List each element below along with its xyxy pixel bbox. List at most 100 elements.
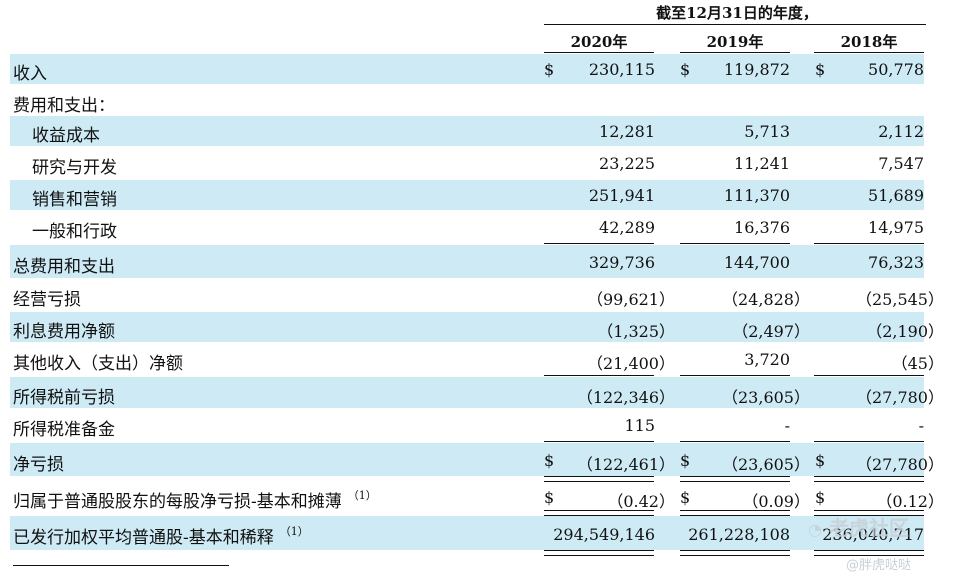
value-2018: 236,040,717: [822, 525, 924, 544]
row-label: 一般和行政: [32, 222, 117, 242]
value-2020: 230,115: [588, 60, 655, 79]
row-label: 利息费用净额: [13, 322, 115, 342]
total-double-rule: [814, 476, 924, 482]
subtotal-rule: [544, 375, 654, 376]
value-2019: （24,828）: [722, 290, 810, 309]
value-2020: 329,736: [588, 253, 655, 272]
row-label-text: 已发行加权平均普通股-基本和稀释: [13, 528, 274, 548]
value-2020: （122,346）: [576, 388, 675, 407]
table-row: 已发行加权平均普通股-基本和稀释 （1） 294,549,146 261,228,…: [10, 516, 924, 550]
dollar-sign: $: [544, 488, 555, 507]
value-2018: （27,780）: [856, 388, 944, 407]
row-label: 经营亏损: [13, 290, 81, 310]
value-2018: 2,112: [878, 122, 924, 141]
subtotal-rule: [814, 441, 924, 442]
total-double-rule: [544, 510, 654, 516]
tiger-logo-icon: ◔: [808, 520, 822, 539]
subtotal-rule: [814, 243, 924, 244]
value-2020: 23,225: [599, 154, 655, 173]
row-label: 费用和支出：: [13, 96, 115, 116]
value-2018: 7,547: [878, 154, 924, 173]
row-label: 所得税准备金: [13, 420, 115, 440]
value-2018: 50,778: [868, 60, 924, 79]
value-2018: （2,190）: [866, 322, 944, 341]
total-double-rule: [680, 476, 790, 482]
table-row: 销售和营销 251,941 111,370 51,689: [10, 180, 924, 210]
value-2018: （45）: [891, 354, 944, 373]
value-2019: 3,720: [744, 350, 790, 369]
year-header-2018: 2018年: [840, 33, 898, 51]
row-label: 已发行加权平均普通股-基本和稀释 （1）: [13, 523, 309, 548]
subtotal-rule: [680, 375, 790, 376]
value-2019: （2,497）: [732, 322, 810, 341]
table-row: 所得税前亏损 （122,346） （23,605） （27,780）: [10, 377, 944, 408]
value-2019: 11,241: [734, 154, 790, 173]
value-2020: （0.42）: [607, 492, 675, 511]
subtotal-rule: [544, 243, 654, 244]
table-row: 所得税准备金 115 - -: [10, 410, 924, 440]
value-2019: -: [784, 416, 790, 435]
total-double-rule: [544, 476, 654, 482]
row-label: 所得税前亏损: [13, 388, 115, 408]
dollar-sign: $: [680, 60, 691, 79]
table-row: 一般和行政 42,289 16,376 14,975: [10, 212, 924, 242]
row-label: 净亏损: [13, 455, 64, 475]
dollar-sign: $: [544, 451, 555, 470]
value-2018: 51,689: [868, 186, 924, 205]
watermark-author: @胖虎哒哒: [846, 558, 912, 573]
dollar-sign: $: [815, 60, 826, 79]
subtotal-rule: [814, 375, 924, 376]
value-2020: 294,549,146: [553, 525, 655, 544]
value-2020: （99,621）: [587, 290, 675, 309]
value-2020: （21,400）: [587, 354, 675, 373]
value-2018: 76,323: [868, 253, 924, 272]
dollar-sign: $: [680, 488, 691, 507]
subtotal-rule: [680, 441, 790, 442]
table-row: 费用和支出：: [10, 85, 924, 116]
value-2020: （122,461）: [576, 455, 675, 474]
row-label: 收入: [13, 64, 47, 84]
row-label: 总费用和支出: [13, 257, 115, 277]
value-2019: （23,605）: [722, 388, 810, 407]
footnote-marker: （1）: [279, 525, 309, 538]
dollar-sign: $: [815, 488, 826, 507]
row-label-text: 归属于普通股股东的每股净亏损-基本和摊薄: [13, 492, 342, 512]
year-header-2020: 2020年: [570, 33, 628, 51]
value-2019: 119,872: [723, 60, 790, 79]
table-row: 经营亏损 （99,621） （24,828） （25,545）: [10, 280, 944, 310]
total-double-rule: [680, 510, 790, 516]
dollar-sign: $: [680, 451, 691, 470]
total-double-rule: [680, 550, 790, 556]
table-row: 总费用和支出 329,736 144,700 76,323: [10, 245, 924, 278]
year-header-2019: 2019年: [706, 33, 764, 51]
year-rule: [544, 52, 654, 53]
value-2019: 111,370: [723, 186, 790, 205]
value-2018: （0.12）: [876, 492, 944, 511]
row-label: 其他收入（支出）净额: [13, 354, 183, 374]
dollar-sign: $: [815, 451, 826, 470]
value-2018: （25,545）: [856, 290, 944, 309]
value-2019: 16,376: [734, 218, 790, 237]
value-2020: 251,941: [588, 186, 655, 205]
table-row: 收入 $ 230,115 $ 119,872 $ 50,778: [10, 54, 924, 84]
period-header: 截至12月31日的年度，: [656, 4, 818, 22]
total-double-rule: [814, 550, 924, 556]
subtotal-rule: [544, 441, 654, 442]
value-2019: 261,228,108: [688, 525, 790, 544]
dollar-sign: $: [544, 60, 555, 79]
total-double-rule: [814, 510, 924, 516]
watermark-logo: ◔ 老虎社区: [808, 512, 909, 541]
value-2020: 42,289: [599, 218, 655, 237]
table-row: 净亏损 $ （122,461） $ （23,605） $ （27,780）: [10, 443, 944, 476]
value-2018: （27,780）: [856, 455, 944, 474]
total-double-rule: [544, 550, 654, 556]
value-2020: 115: [624, 416, 655, 435]
footnote-marker: （1）: [347, 489, 377, 502]
year-rule: [814, 52, 924, 53]
value-2020: （1,325）: [597, 322, 675, 341]
table-row: 收益成本 12,281 5,713 2,112: [10, 116, 924, 146]
value-2019: （23,605）: [722, 455, 810, 474]
row-label: 归属于普通股股东的每股净亏损-基本和摊薄 （1）: [13, 487, 377, 512]
watermark-text: 老虎社区: [828, 516, 909, 540]
footnote-rule: [13, 565, 229, 566]
